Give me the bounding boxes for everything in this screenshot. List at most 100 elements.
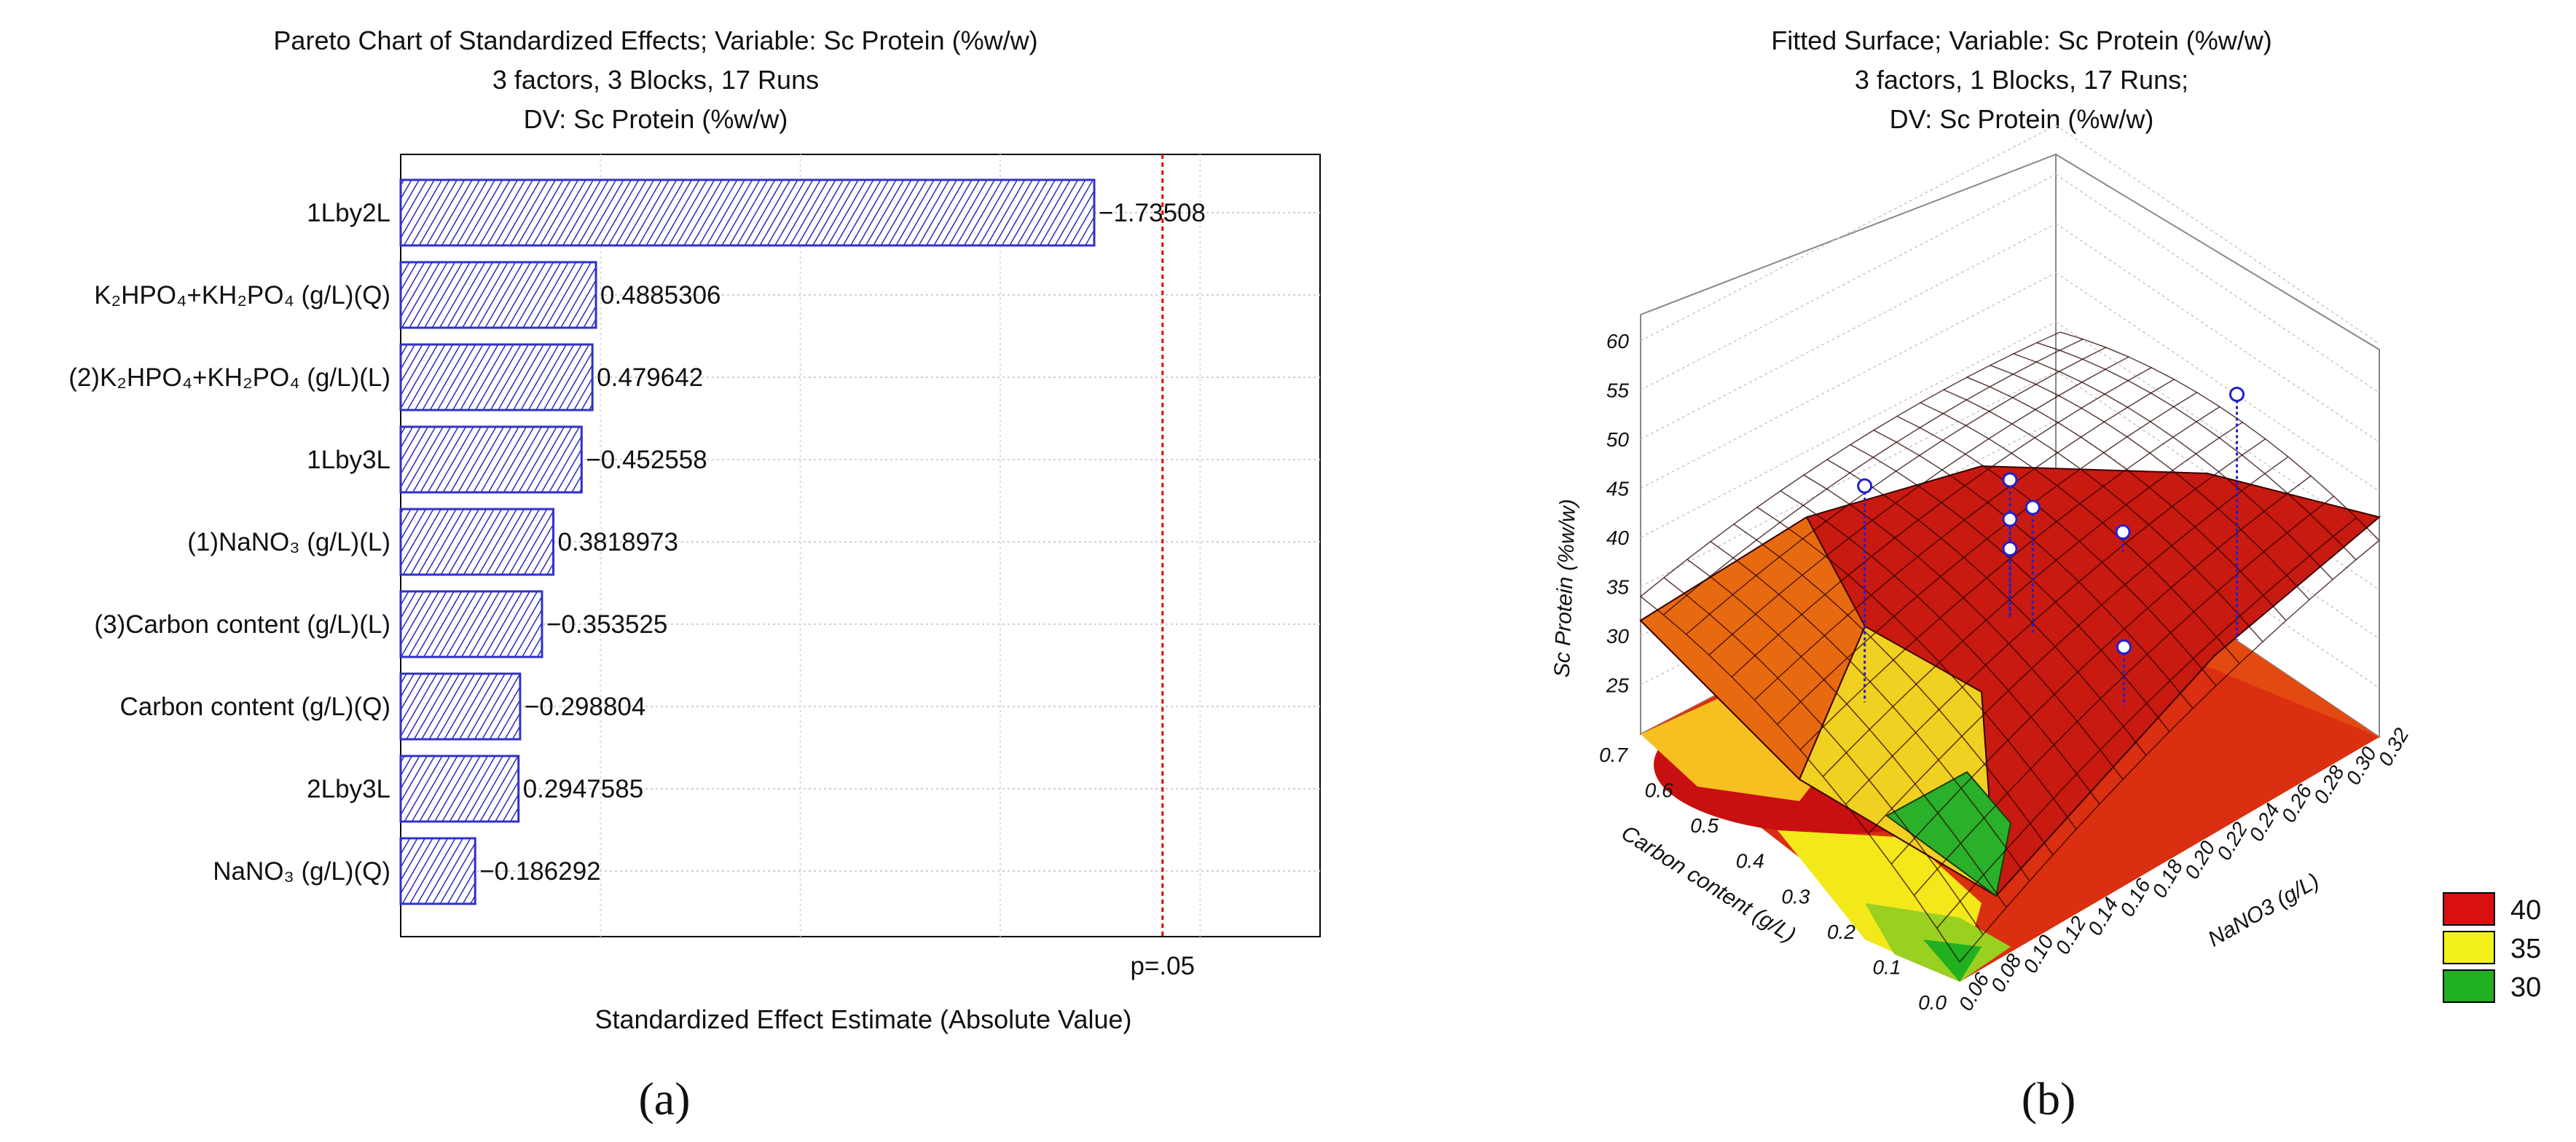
pareto-x-axis-label: Standardized Effect Estimate (Absolute V…	[594, 1004, 1131, 1034]
value-label: 0.3818973	[558, 528, 678, 556]
wall-gridline	[1640, 125, 2057, 342]
observed-point	[2002, 511, 2018, 527]
mesh-line	[2013, 353, 2333, 580]
bar	[399, 672, 522, 741]
bar	[399, 261, 597, 329]
value-label: −0.452558	[586, 446, 707, 474]
mesh-line	[1873, 430, 2194, 709]
x-axis-ticks: 0.0 0.1 0.2 0.3 0.4 0.5 0.6 0.7	[1599, 744, 1947, 1014]
mesh-line	[1780, 490, 2100, 805]
surface-title-line-3: DV: Sc Protein (%w/w)	[1890, 104, 2154, 134]
z-axis-label: Sc Protein (%w/w)	[1550, 499, 1581, 678]
value-label: 0.2947585	[523, 775, 643, 803]
z-tick-label: 55	[1606, 379, 1630, 402]
pareto-value-labels: −1.73508 0.4885306 0.479642 −0.452558 0.3818…	[479, 199, 1206, 886]
value-label: −1.73508	[1099, 199, 1206, 227]
mesh-line	[1733, 524, 2054, 856]
x-tick-label: 0.5	[1690, 814, 1719, 837]
observed-points	[1857, 386, 2245, 706]
wall-gridline	[1640, 321, 2057, 538]
surface-mesh	[1640, 331, 2380, 963]
mesh-line	[1943, 389, 2263, 642]
wall-gridline	[1640, 173, 2057, 391]
mesh-line	[1896, 415, 2217, 686]
observed-point	[2116, 639, 2132, 655]
floor-green-band	[1923, 940, 1982, 982]
wall-gridline	[1640, 272, 2057, 489]
category-label: (3)Carbon content (g/L)(L)	[94, 610, 390, 639]
wall-gridline	[2055, 272, 2380, 492]
x-tick-label: 0.4	[1736, 850, 1764, 873]
observed-point	[2002, 472, 2018, 488]
z-tick-label: 30	[1606, 625, 1630, 647]
mesh-line	[1756, 506, 2077, 830]
pareto-title-line-1: Pareto Chart of Standardized Effects; Va…	[273, 25, 1037, 55]
wall-gridline	[2055, 125, 2380, 344]
mesh-line	[1920, 402, 2240, 664]
wall-gridline	[2055, 173, 2380, 394]
fitted-surface-green-tip	[1885, 771, 2012, 897]
bar	[399, 178, 1096, 247]
category-label: Carbon content (g/L)(Q)	[119, 693, 390, 721]
bar	[399, 755, 520, 823]
observed-point	[2115, 524, 2131, 540]
category-label: NaNO₃ (g/L)(Q)	[213, 857, 390, 886]
bar	[399, 425, 583, 494]
category-label: (1)NaNO₃ (g/L)(L)	[187, 528, 390, 556]
pareto-title-line-2: 3 factors, 3 Blocks, 17 Runs	[492, 65, 819, 95]
category-label: 2Lby3L	[307, 775, 390, 803]
category-label: 1Lby2L	[307, 199, 390, 227]
observed-point	[2002, 541, 2018, 556]
wall-gridline	[1640, 223, 2057, 440]
significance-threshold-label: p=.05	[1131, 952, 1195, 980]
observed-point	[1857, 478, 1873, 494]
x-tick-label: 0.1	[1872, 956, 1901, 978]
z-tick-label: 35	[1606, 576, 1630, 599]
mesh-line	[2036, 342, 2357, 561]
value-label: 0.4885306	[600, 281, 720, 310]
x-axis-label: Carbon content (g/L)	[1617, 821, 1800, 948]
fitted-surface-chart: Fitted Surface; Variable: Sc Protein (%w…	[1550, 25, 2542, 1125]
mesh-line	[1710, 540, 2030, 881]
x-tick-label: 0.6	[1645, 779, 1673, 802]
legend-label: 40	[2510, 895, 2541, 926]
observed-point	[2229, 386, 2245, 402]
wall-gridline	[1640, 370, 2057, 588]
category-label: K₂HPO₄+KH₂PO₄ (g/L)(Q)	[94, 281, 390, 310]
pareto-category-labels: 1Lby2L K₂HPO₄+KH₂PO₄ (g/L)(Q) (2)K₂HPO₄+KH…	[68, 199, 390, 886]
surface-legend: 40 35 30	[2443, 892, 2541, 1003]
legend-swatch	[2443, 969, 2495, 1003]
value-label: 0.479642	[597, 363, 703, 392]
wall-gridline	[2055, 321, 2380, 541]
bar	[399, 343, 594, 411]
z-tick-label: 25	[1606, 674, 1630, 697]
mesh-line	[1966, 377, 2287, 621]
legend-swatch	[2443, 892, 2495, 926]
mesh-line	[1686, 559, 2007, 908]
category-label: (2)K₂HPO₄+KH₂PO₄ (g/L)(L)	[68, 363, 390, 392]
x-tick-label: 0.7	[1599, 744, 1628, 766]
legend-label: 30	[2510, 972, 2541, 1003]
bar	[399, 837, 476, 905]
pareto-title-line-3: DV: Sc Protein (%w/w)	[524, 104, 788, 134]
surface-title-line-2: 3 factors, 1 Blocks, 17 Runs;	[1855, 65, 2188, 95]
bar	[399, 590, 543, 658]
bar	[399, 508, 555, 576]
legend-swatch	[2443, 931, 2495, 964]
panel-label-a: (a)	[638, 1073, 690, 1125]
wall-gridline	[2055, 223, 2380, 443]
z-tick-label: 45	[1606, 478, 1630, 500]
z-tick-label: 60	[1606, 330, 1630, 353]
value-label: −0.298804	[525, 693, 645, 721]
category-label: 1Lby3L	[307, 446, 390, 474]
mesh-line	[1803, 474, 2124, 780]
mesh-line	[1826, 459, 2147, 756]
panel-label-b: (b)	[2022, 1073, 2076, 1125]
value-label: −0.186292	[479, 857, 600, 886]
pareto-chart: Pareto Chart of Standardized Effects; Va…	[68, 25, 1321, 1125]
mesh-line	[1990, 364, 2310, 601]
x-tick-label: 0.0	[1918, 991, 1947, 1014]
pareto-bars	[399, 178, 1096, 905]
mesh-line	[2059, 331, 2380, 541]
